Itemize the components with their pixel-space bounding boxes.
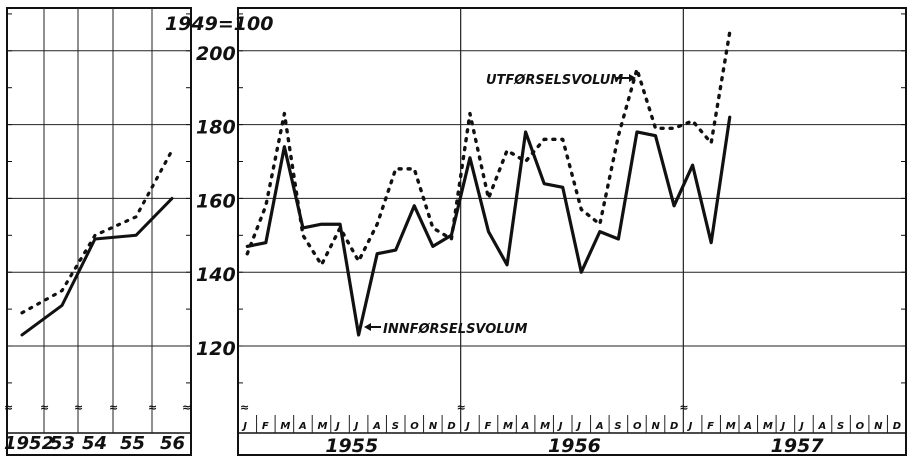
grid-lines — [7, 8, 906, 433]
month-label: D — [670, 421, 678, 432]
break-mark: ≈ — [182, 401, 191, 414]
month-label: F — [707, 421, 714, 432]
month-label: J — [464, 421, 470, 432]
monthly-import-line — [245, 115, 732, 337]
year-label: 1955 — [325, 435, 378, 457]
month-label: J — [798, 421, 804, 432]
year-label: 53 — [50, 433, 75, 454]
break-mark: ≈ — [148, 401, 157, 414]
y-tick-label: 200 — [196, 43, 236, 65]
y-tick-label: 180 — [196, 117, 236, 139]
year-label: 54 — [82, 433, 107, 454]
month-label: S — [392, 421, 399, 432]
y-tick-label: 120 — [196, 338, 236, 360]
chart-frame — [6, 7, 907, 456]
year-label: 56 — [160, 433, 185, 454]
month-label: N — [429, 421, 438, 432]
month-label: M — [763, 421, 773, 432]
break-mark: ≈ — [240, 401, 249, 414]
month-label: N — [874, 421, 883, 432]
month-label: S — [614, 421, 621, 432]
month-label: M — [726, 421, 736, 432]
month-label: J — [687, 421, 693, 432]
month-label: D — [893, 421, 901, 432]
monthly-export-line — [245, 30, 732, 267]
month-label: J — [353, 421, 359, 432]
break-mark: ≈ — [4, 401, 13, 414]
month-label: D — [447, 421, 455, 432]
month-label: S — [837, 421, 844, 432]
import-arrow-head — [364, 323, 371, 331]
month-label: N — [652, 421, 661, 432]
month-label: A — [595, 421, 604, 432]
annotations: INNFØRSELSVOLUM UTFØRSELSVOLUM — [364, 73, 636, 337]
break-mark: ≈ — [40, 401, 49, 414]
break-mark: ≈ — [109, 401, 118, 414]
year-label: 55 — [120, 433, 145, 454]
month-label: A — [818, 421, 827, 432]
month-label: M — [540, 421, 550, 432]
month-label: J — [557, 421, 563, 432]
month-label: A — [743, 421, 752, 432]
series-lines — [20, 30, 732, 337]
chart-title: 1949=100 — [165, 13, 273, 35]
y-tick-label: 140 — [196, 264, 236, 286]
month-label: J — [779, 421, 785, 432]
month-label: O — [856, 421, 865, 432]
month-label: A — [298, 421, 307, 432]
month-label: F — [485, 421, 492, 432]
month-label: J — [241, 421, 247, 432]
import-series-label: INNFØRSELSVOLUM — [383, 322, 527, 337]
break-mark: ≈ — [74, 401, 83, 414]
annual-export-line — [20, 148, 174, 315]
export-series-label: UTFØRSELSVOLUM — [486, 73, 623, 88]
break-mark: ≈ — [679, 401, 688, 414]
month-label: J — [575, 421, 581, 432]
y-tick-label: 160 — [196, 190, 236, 212]
month-label: O — [410, 421, 419, 432]
month-label: M — [503, 421, 513, 432]
right-panel-frame — [237, 7, 907, 456]
left-panel-frame — [6, 7, 192, 456]
month-label: M — [280, 421, 290, 432]
year-label: 1957 — [771, 435, 825, 457]
month-label: J — [334, 421, 340, 432]
year-label: 1956 — [548, 435, 601, 457]
month-label: F — [262, 421, 269, 432]
month-label: A — [521, 421, 530, 432]
annual-import-line — [20, 196, 174, 337]
export-arrow-head — [629, 74, 636, 82]
y-axis: 120 140 160 180 200 — [196, 43, 236, 360]
break-mark: ≈ — [457, 401, 466, 414]
month-label: M — [318, 421, 328, 432]
year-label: 1952 — [4, 433, 54, 454]
month-label: O — [633, 421, 642, 432]
month-label: A — [372, 421, 381, 432]
